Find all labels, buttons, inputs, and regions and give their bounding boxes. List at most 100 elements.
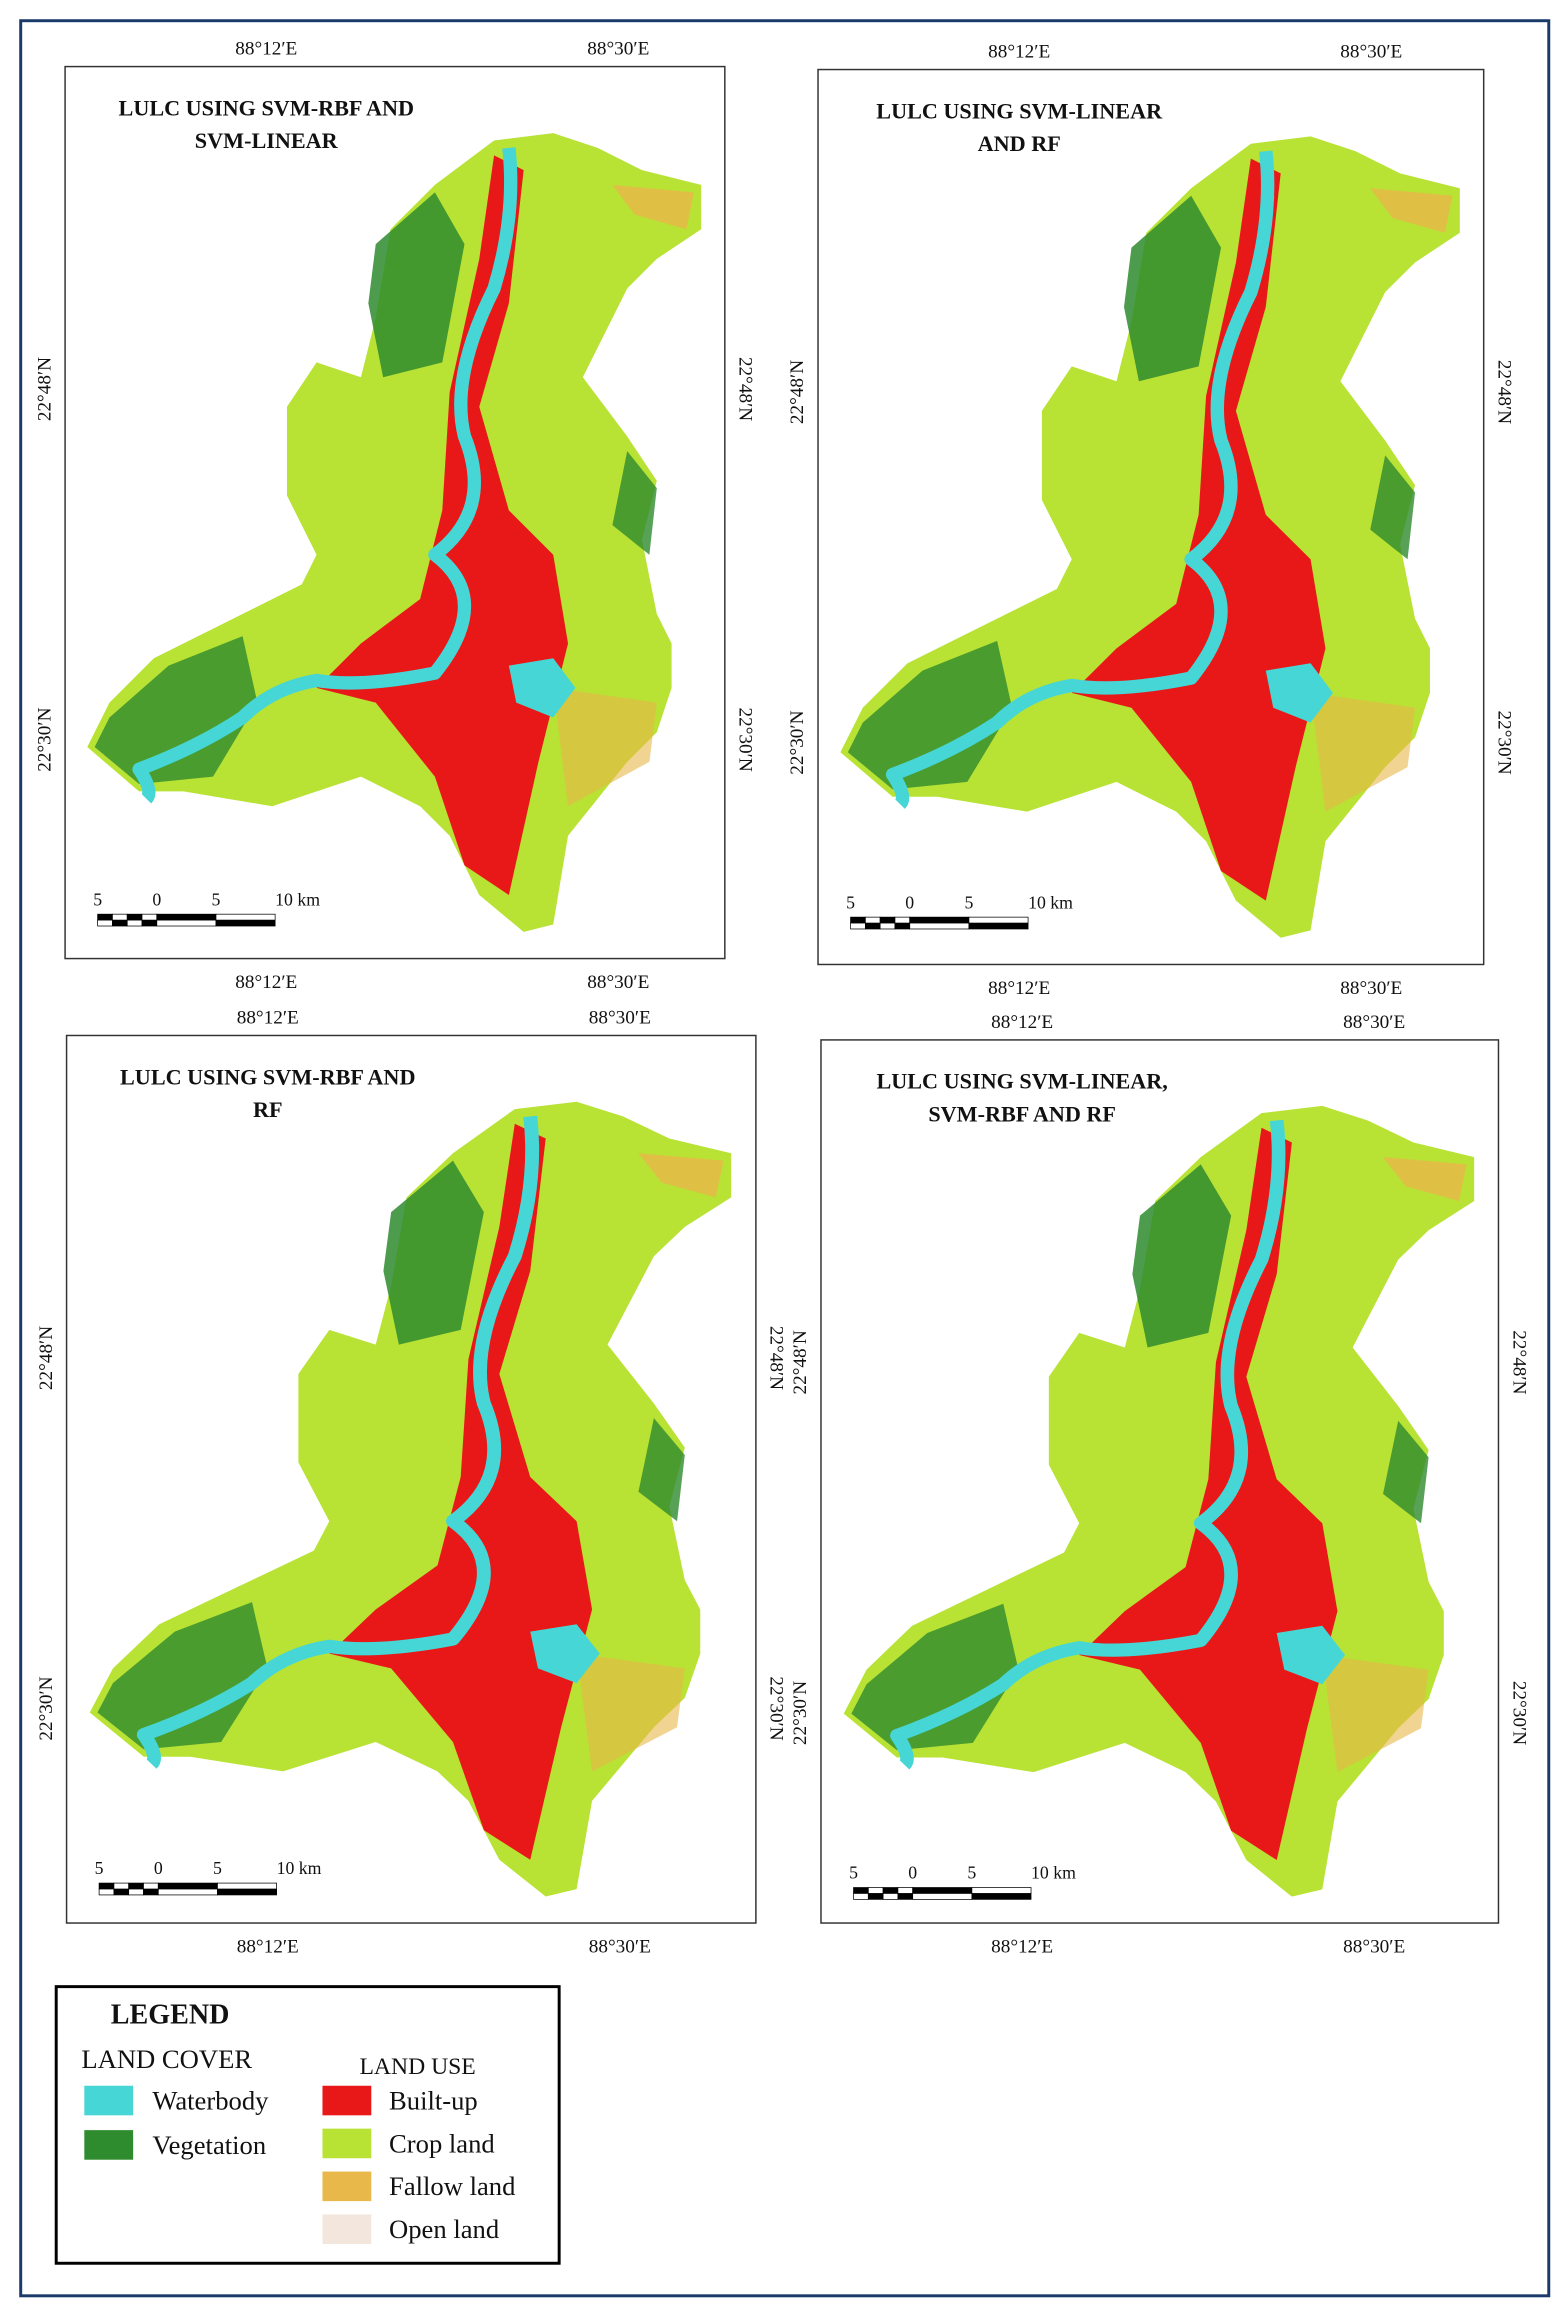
- map-panel: LULC USING SVM-RBF AND RF 88°12′E 88°12′E 88…: [36, 1008, 787, 1958]
- scale-bar-segment: [912, 1887, 973, 1894]
- scale-label: 0: [152, 889, 161, 909]
- legend-swatch: [84, 2085, 134, 2116]
- scale-bar-segment: [128, 1882, 144, 1890]
- scale-label: 10 km: [1028, 892, 1073, 912]
- scale-bar-segment: [853, 1887, 869, 1894]
- scale-bar-segment: [853, 1893, 869, 1900]
- scale-label: 0: [908, 1863, 917, 1883]
- latitude-label: 22°30′N: [735, 708, 756, 772]
- scale-bar-segment: [126, 913, 143, 921]
- longitude-label: 88°30′E: [587, 972, 649, 993]
- scale-bar-segment: [968, 916, 1029, 924]
- scale-bar-segment: [157, 1882, 218, 1890]
- longitude-label: 88°30′E: [1343, 1937, 1405, 1958]
- scale-label: 5: [93, 889, 102, 909]
- scale-bar-segment: [97, 919, 113, 927]
- scale-bar-segment: [156, 913, 217, 921]
- scale-bar-segment: [864, 922, 881, 930]
- scale-bar-segment: [98, 1888, 115, 1896]
- longitude-label: 88°30′E: [589, 1937, 651, 1958]
- legend-label: Vegetation: [152, 2130, 266, 2160]
- scale-bar-segment: [143, 1882, 159, 1890]
- scale-bar-segment: [141, 913, 158, 921]
- longitude-label: 88°12′E: [991, 1937, 1053, 1958]
- longitude-label: 88°30′E: [1343, 1012, 1405, 1033]
- scale-bar-segment: [879, 922, 896, 930]
- scale-bar-segment: [909, 916, 970, 924]
- longitude-label: 88°30′E: [1340, 978, 1402, 999]
- scale-bar-segment: [882, 1893, 899, 1900]
- scale-bar-segment: [217, 1882, 277, 1890]
- scale-bar-segment: [968, 922, 1029, 930]
- map-title: AND RF: [978, 131, 1061, 156]
- scale-bar-segment: [128, 1888, 144, 1896]
- scale-bar-segment: [157, 1888, 218, 1896]
- latitude-label: 22°30′N: [1508, 1681, 1529, 1745]
- scale-bar-segment: [850, 916, 866, 924]
- scale-bar-segment: [217, 1888, 277, 1896]
- map-title: RF: [253, 1097, 283, 1122]
- latitude-label: 22°30′N: [790, 1681, 811, 1745]
- latitude-label: 22°48′N: [766, 1326, 787, 1390]
- legend-label: Fallow land: [389, 2171, 515, 2201]
- scale-label: 5: [213, 1858, 222, 1878]
- scale-label: 5: [849, 1863, 858, 1883]
- longitude-label: 88°12′E: [991, 1012, 1053, 1033]
- longitude-label: 88°30′E: [1340, 42, 1402, 63]
- latitude-label: 22°30′N: [766, 1676, 787, 1740]
- legend-box: [54, 1985, 561, 2265]
- scale-bar-segment: [909, 922, 970, 930]
- scale-bar-segment: [215, 913, 276, 921]
- longitude-label: 88°12′E: [988, 42, 1050, 63]
- scale-bar-segment: [126, 919, 143, 927]
- map-title: SVM-LINEAR: [195, 128, 339, 153]
- latitude-label: 22°48′N: [1508, 1330, 1529, 1394]
- latitude-label: 22°48′N: [36, 1326, 57, 1390]
- scale-bar-segment: [113, 1882, 130, 1890]
- legend-label: Waterbody: [152, 2085, 269, 2115]
- scale-bar-segment: [971, 1887, 1032, 1894]
- legend-heading: LAND COVER: [81, 2044, 252, 2074]
- figure-border: [19, 19, 1551, 2298]
- latitude-label: 22°30′N: [787, 710, 808, 774]
- legend-swatch: [322, 2128, 372, 2159]
- scale-bar-segment: [850, 922, 866, 930]
- scale-bar-segment: [912, 1893, 973, 1900]
- map-title: SVM-RBF AND RF: [928, 1101, 1116, 1126]
- legend-title: LEGEND: [111, 2000, 230, 2031]
- scale-label: 0: [905, 892, 914, 912]
- scale-label: 10 km: [277, 1858, 322, 1878]
- legend-label: Crop land: [389, 2128, 495, 2158]
- scale-bar-segment: [864, 916, 881, 924]
- longitude-label: 88°12′E: [235, 972, 297, 993]
- latitude-label: 22°30′N: [36, 1676, 57, 1740]
- longitude-label: 88°12′E: [988, 978, 1050, 999]
- scale-label: 5: [95, 1858, 104, 1878]
- longitude-label: 88°12′E: [237, 1937, 299, 1958]
- scale-bar-segment: [879, 916, 896, 924]
- legend-label: Built-up: [389, 2085, 478, 2115]
- legend-swatch: [84, 2130, 134, 2160]
- latitude-label: 22°48′N: [1493, 360, 1514, 424]
- latitude-label: 22°48′N: [790, 1330, 811, 1394]
- map-panel: LULC USING SVM-RBF AND SVM-LINEAR 88°12′E 8…: [34, 39, 755, 993]
- legend-heading: LAND USE: [359, 2054, 475, 2080]
- longitude-label: 88°30′E: [589, 1008, 651, 1029]
- scale-label: 5: [212, 889, 221, 909]
- longitude-label: 88°12′E: [237, 1008, 299, 1029]
- scale-bar-segment: [897, 1893, 914, 1900]
- scale-bar-segment: [156, 919, 217, 927]
- legend: LEGEND LAND COVER LAND USE Waterbody Vegetat…: [54, 1985, 561, 2265]
- legend-swatch: [322, 2214, 372, 2245]
- map-title: LULC USING SVM-RBF AND: [120, 1064, 415, 1089]
- scale-bar-segment: [897, 1887, 914, 1894]
- map-panel: LULC USING SVM-LINEAR AND RF 88°12′E 88°12′…: [787, 42, 1514, 999]
- scale-label: 5: [964, 892, 973, 912]
- scale-bar-segment: [113, 1888, 130, 1896]
- scale-label: 10 km: [275, 889, 320, 909]
- scale-label: 5: [846, 892, 855, 912]
- scale-bar-segment: [882, 1887, 899, 1894]
- scale-bar-segment: [894, 916, 911, 924]
- latitude-label: 22°48′N: [735, 357, 756, 421]
- scale-bar-segment: [867, 1887, 884, 1894]
